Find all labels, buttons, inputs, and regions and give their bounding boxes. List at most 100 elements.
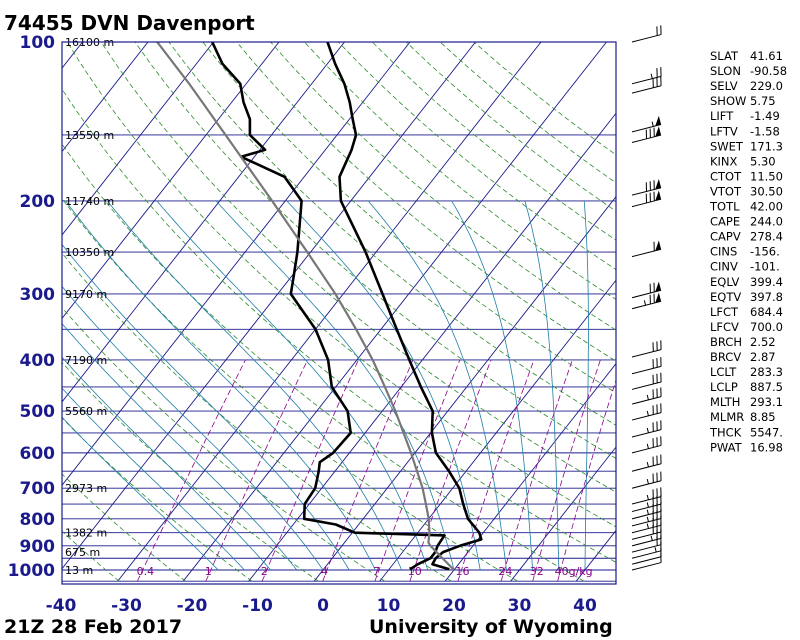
moist-adiabat [107, 200, 402, 571]
temperature-tick-label: 10 [377, 596, 401, 616]
mixing-ratio-label: 7 [373, 565, 380, 578]
wind-barb [631, 547, 662, 565]
index-name: VTOT [710, 184, 742, 198]
barb-pennant [655, 190, 662, 201]
barb-staff [631, 381, 662, 390]
plot-frame [61, 41, 617, 585]
index-value: 2.52 [750, 335, 776, 349]
index-value: 5.30 [750, 154, 776, 168]
dry-adiabat [62, 530, 120, 582]
pressure-tick-label: 100 [20, 33, 56, 53]
index-value: 11.50 [750, 169, 783, 183]
wind-barb [631, 292, 662, 310]
isotherm-line [62, 42, 214, 236]
dry-adiabat [62, 307, 386, 582]
moist-adiabat [62, 356, 271, 571]
index-name: LFTV [710, 124, 738, 138]
wind-barb [631, 420, 662, 438]
background-grid [62, 42, 616, 582]
barb-staff [631, 463, 662, 472]
barb-staff [631, 365, 662, 375]
temperature-tick-label: 0 [317, 596, 329, 616]
index-value: 399.4 [750, 275, 783, 289]
wind-barb [631, 357, 662, 375]
mixing-ratio-label: 0.4 [137, 565, 155, 578]
isotherm-line [248, 112, 616, 582]
index-value: 229.0 [750, 79, 783, 93]
dry-adiabat [236, 42, 616, 362]
pressure-tick-label: 200 [20, 192, 56, 212]
index-value: -101. [750, 260, 780, 274]
wind-barb [631, 240, 662, 258]
wind-barb [631, 190, 662, 208]
barb-staff [631, 123, 662, 133]
isotherm-line [379, 279, 616, 582]
index-value: 397.8 [750, 290, 783, 304]
index-value: 283.3 [750, 365, 783, 379]
dry-adiabat [62, 143, 585, 582]
mixing-ratio-line [374, 359, 461, 582]
index-name: LCLT [710, 365, 737, 379]
index-name: THCK [709, 425, 742, 439]
moist-adiabat [62, 387, 245, 571]
isotherm-line [62, 42, 411, 487]
barb-staff [631, 248, 662, 258]
temperature-trace [326, 42, 483, 571]
index-name: CINV [710, 260, 738, 274]
pressure-tick-label: 700 [20, 479, 56, 499]
index-value: 2.87 [750, 350, 776, 364]
temperature-tick-label: -30 [111, 596, 142, 616]
height-label: 2973 m [65, 482, 107, 495]
dry-adiabat [168, 42, 616, 426]
index-value: 16.98 [750, 440, 783, 454]
index-value: 244.0 [750, 215, 783, 229]
barb-pennant [655, 126, 662, 137]
dry-adiabat [304, 42, 616, 300]
chart-title: 74455 DVN Davenport [4, 11, 255, 35]
barb-half-flag [651, 121, 654, 127]
index-value: 8.85 [750, 410, 776, 424]
index-name: LCLP [710, 380, 738, 394]
moist-adiabat [62, 416, 219, 571]
barb-staff [631, 300, 662, 310]
barb-staff [631, 556, 662, 565]
pressure-tick-label: 500 [20, 402, 56, 422]
moist-adiabat [367, 200, 507, 571]
index-name: TOTL [709, 200, 740, 214]
index-name: CAPV [710, 230, 741, 244]
pressure-tick-label: 900 [20, 537, 56, 557]
mixing-ratio-label: 16 [455, 565, 469, 578]
dry-adiabat [62, 417, 253, 582]
pressure-tick-label: 400 [20, 351, 56, 371]
wind-barb [631, 436, 662, 454]
barb-staff [631, 444, 662, 454]
wind-barb [631, 387, 662, 405]
barb-staff [631, 289, 662, 299]
index-value: -90.58 [750, 64, 787, 78]
mixing-ratio-line [532, 359, 601, 582]
mixing-ratio-label: 40g/kg [555, 565, 593, 578]
parcel-trace [156, 42, 455, 571]
wind-barb [631, 553, 662, 571]
mixing-ratio-label: 1 [205, 565, 212, 578]
height-label: 5560 m [65, 405, 107, 418]
moist-adiabat [524, 200, 560, 570]
barb-half-flag [646, 394, 649, 400]
barb-pennant [655, 281, 662, 292]
barb-pennant [655, 115, 662, 126]
dry-adiabat [62, 197, 518, 582]
barb-half-flag [646, 427, 649, 433]
pressure-tick-label: 600 [20, 444, 56, 464]
index-name: SELV [710, 79, 738, 93]
height-label: 9170 m [65, 288, 107, 301]
barb-half-flag [650, 73, 653, 79]
wind-barbs [631, 25, 662, 571]
index-name: SLON [710, 64, 741, 78]
index-name: BRCH [710, 335, 742, 349]
moist-adiabat [156, 200, 429, 571]
index-value: 30.50 [750, 184, 783, 198]
wind-barb [631, 115, 662, 133]
dry-adiabat [405, 42, 616, 212]
isotherm-line [444, 362, 616, 582]
